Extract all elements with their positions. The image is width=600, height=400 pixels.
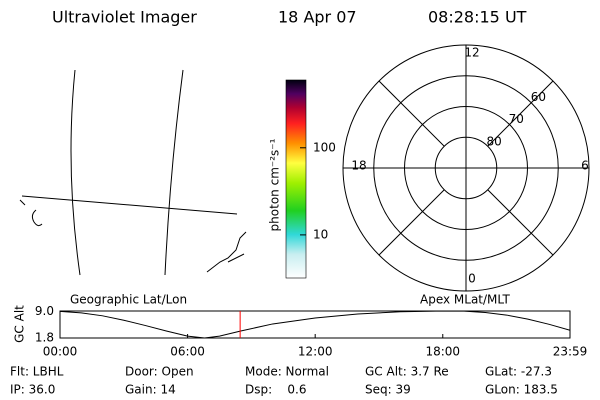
x-tick-label: 00:00 (43, 345, 78, 359)
info-field: Seq: 39 (365, 383, 411, 397)
info-field: IP: 36.0 (10, 383, 55, 397)
polar-spoke (487, 80, 554, 147)
colorbar-tick-label: 10 (313, 227, 328, 241)
info-field: Gain: 14 (125, 383, 176, 397)
polar-spoke (378, 80, 445, 147)
polar-mlt-label: 6 (581, 159, 589, 173)
info-field: GLon: 183.5 (485, 383, 558, 397)
map-panel (19, 69, 247, 276)
polar-ring-label: 60 (531, 90, 546, 104)
colorbar-tick-label: 100 (313, 140, 336, 154)
polar-ring (373, 75, 559, 261)
polar-ring (404, 106, 528, 230)
time: 08:28:15 UT (428, 8, 527, 27)
colorbar (285, 79, 307, 279)
altitude-line (59, 310, 571, 339)
x-tick-label: 06:00 (170, 345, 205, 359)
polar-mlt-label: 18 (351, 159, 366, 173)
polar-ring-label: 70 (509, 112, 524, 126)
info-field: Flt: LBHL (10, 365, 64, 379)
polar-spoke (487, 189, 554, 256)
x-tick-label: 18:00 (425, 345, 460, 359)
polar-mlt-label: 0 (468, 272, 476, 286)
polar-spoke (378, 189, 445, 256)
polar-ring-label: 80 (486, 134, 501, 148)
colorbar-label: photon cm⁻²s⁻¹ (268, 138, 282, 231)
y-tick-label: 9.0 (35, 304, 54, 318)
date: 18 Apr 07 (278, 8, 357, 27)
title: Ultraviolet Imager (52, 8, 197, 27)
polar-ring (434, 136, 498, 200)
x-tick-label: 23:59 (553, 345, 588, 359)
info-field: GLat: -27.3 (485, 365, 552, 379)
x-tick-label: 12:00 (298, 345, 333, 359)
map-label: Geographic Lat/Lon (70, 293, 187, 307)
polar-mlt-label: 12 (464, 46, 479, 60)
y-axis-label: GC Alt (13, 305, 27, 343)
polar-label: Apex MLat/MLT (420, 293, 510, 307)
info-field: GC Alt: 3.7 Re (365, 365, 449, 379)
y-tick-label: 1.8 (35, 331, 54, 345)
plot-frame (59, 310, 571, 339)
info-field: Door: Open (125, 365, 194, 379)
info-field: Dsp: 0.6 (245, 383, 307, 397)
info-field: Mode: Normal (245, 365, 329, 379)
